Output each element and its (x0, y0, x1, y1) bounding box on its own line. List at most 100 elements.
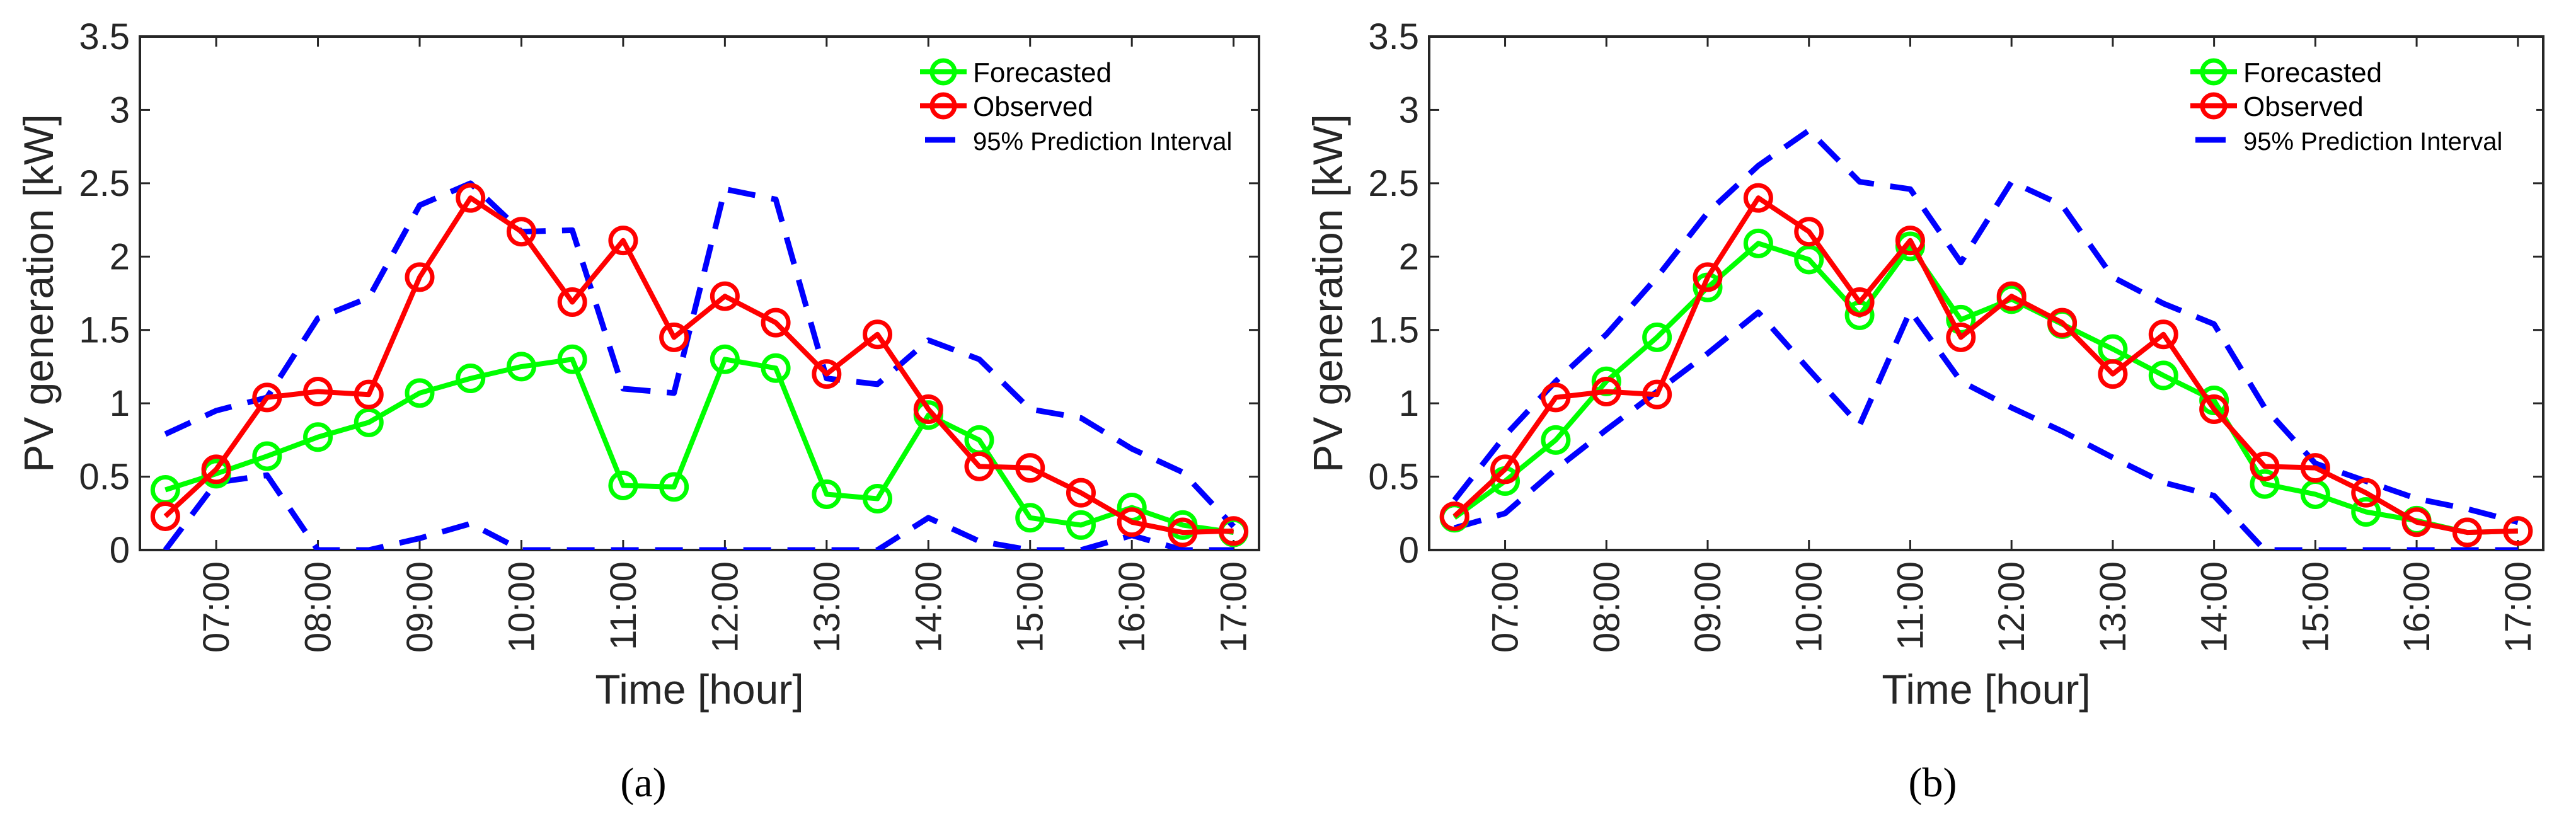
observed-point (1219, 516, 1249, 546)
observed-line (1452, 195, 2518, 536)
x-tick-label: 15:00 (1010, 561, 1051, 653)
legend-observed-label: Observed (2243, 91, 2364, 122)
observed-point (1743, 183, 1773, 213)
y-tick-label: 1.5 (79, 310, 130, 351)
observed-point (608, 226, 638, 256)
legend-forecasted-label: Forecasted (973, 57, 1112, 88)
forecasted-point (405, 378, 435, 408)
observed-point (1439, 501, 1469, 531)
x-tick-label: 14:00 (908, 561, 949, 653)
forecasted-point (2250, 469, 2280, 499)
observed-point (150, 501, 180, 531)
x-axis-label: Time [hour] (595, 666, 803, 713)
forecasted-point (252, 441, 282, 471)
legend-forecasted-marker (2200, 58, 2228, 86)
y-tick-label: 0 (110, 530, 130, 571)
observed-point (1693, 262, 1723, 292)
y-tick-label: 0 (1399, 530, 1419, 571)
caption-b: (b) (1909, 760, 1957, 806)
observed-point (863, 319, 893, 350)
x-tick-label: 07:00 (1485, 561, 1526, 653)
forecasted-point (1541, 425, 1571, 455)
y-axis-label: PV generation [kW] (15, 114, 62, 473)
observed-point (201, 454, 231, 484)
observed-point (2300, 453, 2330, 483)
legend-observed-marker (929, 92, 957, 120)
plot-area (150, 180, 1249, 550)
forecasted-point (1794, 244, 1824, 275)
x-tick-label: 07:00 (196, 561, 237, 653)
x-tick-label: 12:00 (1991, 561, 2032, 653)
x-tick-label: 16:00 (1112, 561, 1153, 653)
legend-forecasted-marker (929, 58, 957, 86)
x-tick-label: 09:00 (400, 561, 440, 653)
observed-point (2351, 478, 2381, 508)
forecasted-point (608, 471, 638, 501)
pi-upper-line (164, 180, 1236, 529)
observed-point (557, 287, 587, 317)
observed-point (964, 451, 994, 481)
y-axis-label: PV generation [kW] (1304, 114, 1351, 473)
forecasted-line (164, 357, 1234, 536)
y-tick-label: 2 (110, 236, 130, 277)
observed-point (1794, 217, 1824, 247)
forecasted-point (659, 472, 689, 502)
observed-point (1996, 281, 2027, 311)
forecasted-line (1452, 241, 2518, 536)
forecasted-point (506, 352, 536, 382)
x-tick-label: 08:00 (1586, 561, 1627, 653)
observed-point (1591, 377, 1621, 407)
observed-point (1490, 454, 1521, 484)
forecasted-point (1015, 503, 1045, 533)
observed-point (913, 394, 943, 424)
observed-point (2199, 394, 2229, 424)
y-tick-label: 1 (1399, 383, 1419, 424)
y-tick-label: 2.5 (1368, 163, 1419, 204)
x-tick-label: 08:00 (298, 561, 339, 653)
forecasted-point (354, 407, 384, 437)
observed-point (2452, 517, 2482, 547)
observed-point (1015, 453, 1045, 483)
x-tick-label: 15:00 (2295, 561, 2336, 653)
observed-line (163, 195, 1234, 536)
y-tick-label: 0.5 (79, 457, 130, 498)
x-tick-label: 17:00 (2498, 561, 2539, 653)
y-tick-label: 3 (110, 89, 130, 130)
x-tick-label: 17:00 (1214, 561, 1255, 653)
plot-area (1439, 127, 2533, 550)
forecasted-point (1743, 228, 1773, 258)
y-tick-label: 1.5 (1368, 310, 1419, 351)
forecasted-point (812, 479, 842, 510)
observed-point (1066, 478, 1096, 508)
observed-point (1541, 382, 1571, 413)
observed-point (812, 359, 842, 389)
observed-point (252, 382, 282, 413)
observed-point (761, 307, 791, 338)
observed-point (1168, 517, 1198, 547)
axes-box (1428, 35, 2544, 551)
legend-forecasted-label: Forecasted (2243, 57, 2382, 88)
x-tick-label: 13:00 (807, 561, 848, 653)
x-tick-label: 10:00 (501, 561, 542, 653)
x-tick-label: 13:00 (2093, 561, 2134, 653)
y-tick-label: 2.5 (79, 163, 130, 204)
observed-point (506, 217, 536, 247)
legend-observed-label: Observed (973, 91, 1093, 122)
observed-point (659, 322, 689, 352)
x-tick-label: 14:00 (2194, 561, 2235, 653)
observed-point (2098, 359, 2128, 389)
y-tick-label: 3.5 (79, 16, 130, 57)
forecasted-point (456, 364, 486, 394)
forecasted-point (1642, 322, 1672, 352)
forecasted-point (303, 422, 333, 452)
forecasted-point (2351, 496, 2381, 527)
x-tick-label: 11:00 (1890, 561, 1931, 650)
x-tick-label: 09:00 (1688, 561, 1728, 653)
legend-box (2185, 52, 2536, 161)
legend-interval-label: 95% Prediction Interval (2243, 128, 2502, 156)
legend-interval-label: 95% Prediction Interval (973, 128, 1232, 156)
forecasted-point (761, 353, 791, 383)
caption-a: (a) (620, 760, 666, 806)
forecasted-point (2148, 360, 2178, 391)
